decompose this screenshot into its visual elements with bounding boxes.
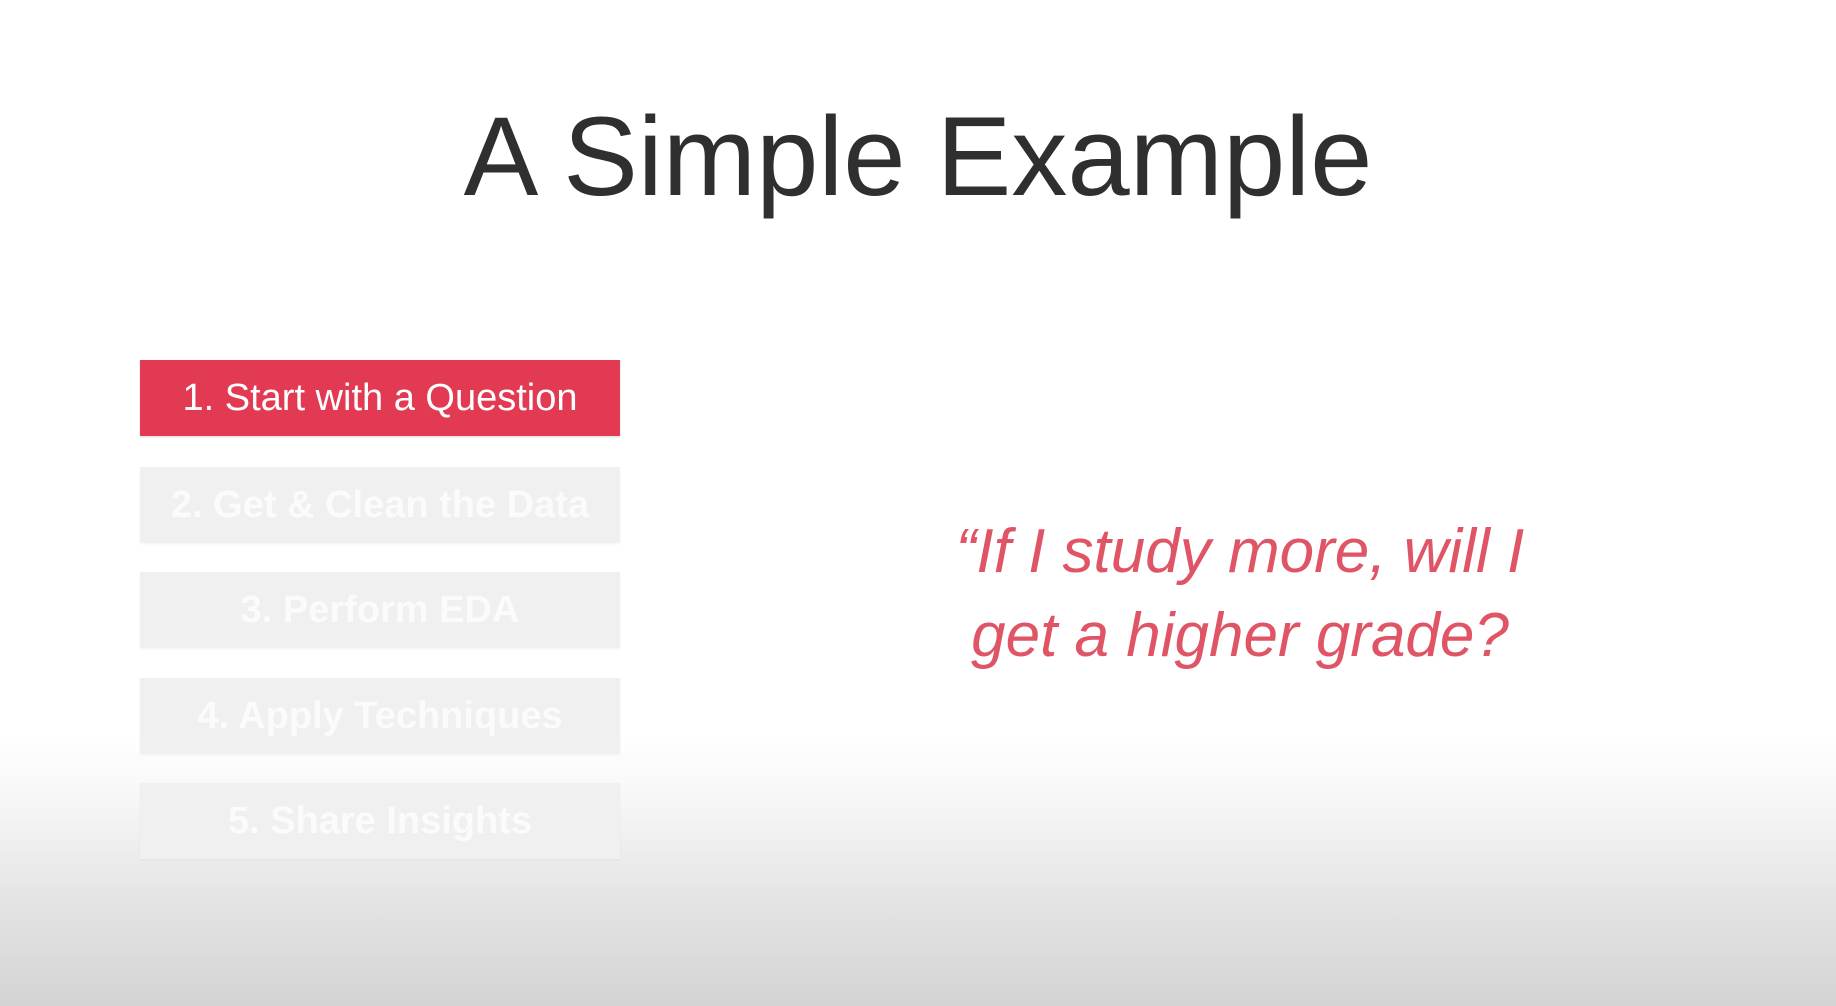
question-quote: “If I study more, will I get a higher gr… — [880, 510, 1600, 678]
step-1-start-with-question: 1. Start with a Question — [140, 360, 620, 436]
quote-line-2: get a higher grade? — [971, 601, 1509, 670]
step-5-share-insights: 5. Share Insights — [140, 783, 620, 859]
step-4-apply-techniques: 4. Apply Techniques — [140, 678, 620, 754]
slide-title: A Simple Example — [463, 94, 1373, 219]
step-2-get-clean-data: 2. Get & Clean the Data — [140, 467, 620, 543]
quote-line-1: “If I study more, will I — [955, 517, 1525, 586]
step-3-perform-eda: 3. Perform EDA — [140, 572, 620, 648]
